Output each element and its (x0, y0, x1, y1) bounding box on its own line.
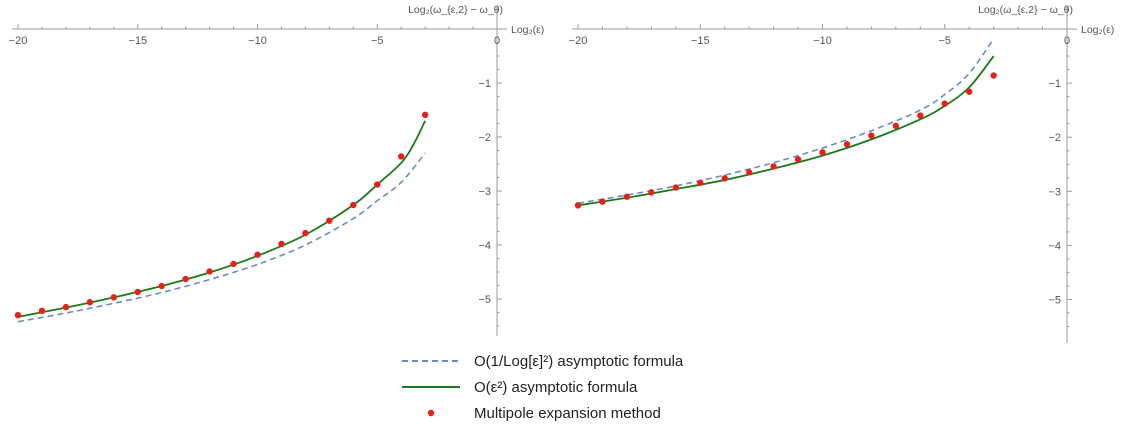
data-point (350, 201, 357, 209)
data-point (941, 100, 948, 107)
y-tick-label: −5 (1048, 295, 1061, 307)
legend-dashed-line-swatch (400, 351, 462, 371)
data-point (721, 175, 728, 182)
chart-panel-left: −20 −15 −10 −5 0 −1 −2 −3 −4 −5 Log₂(ε) Log₂(ω_{ε,2… (9, 4, 544, 336)
data-point (230, 260, 237, 268)
x-tick-label: −15 (128, 35, 147, 47)
data-point (843, 141, 851, 148)
data-point (374, 181, 381, 188)
x-tick-label: −10 (248, 35, 267, 47)
data-point (398, 153, 405, 160)
data-point (990, 72, 997, 79)
x-tick-label: 0 (494, 35, 500, 47)
x-axis-title: Log₂(ε) (1081, 24, 1114, 36)
legend-label-dots: Multipole expansion method (474, 404, 661, 422)
series-line-solid (577, 55, 995, 207)
legend-item-solid: O(ε²) asymptotic formula (400, 374, 820, 400)
y-tick-label: −3 (478, 186, 491, 198)
data-point (917, 112, 924, 119)
data-point (158, 282, 165, 290)
data-point (86, 299, 94, 306)
data-point (182, 275, 189, 283)
data-point (794, 156, 802, 163)
data-point (770, 163, 777, 170)
series-line-dashed (577, 38, 995, 204)
x-axis-title: Log₂(ε) (511, 24, 544, 36)
y-tick-label: −3 (1048, 186, 1061, 198)
data-point (254, 251, 261, 258)
data-point (14, 312, 22, 319)
data-point (206, 268, 213, 275)
x-tick-label: −15 (691, 35, 710, 47)
x-tick-label: −5 (938, 35, 951, 47)
legend: O(1/Log[ε]²) asymptotic formula O(ε²) as… (400, 348, 820, 426)
data-point (326, 217, 333, 224)
y-axis-title: Log₂(ω_{ε,2} − ω_θ) (978, 4, 1073, 16)
legend-label-dashed: O(1/Log[ε]²) asymptotic formula (474, 352, 684, 370)
y-tick-label: −1 (478, 78, 491, 90)
y-axis-title: Log₂(ω_{ε,2} − ω_θ) (408, 4, 503, 16)
legend-label-solid: O(ε²) asymptotic formula (474, 378, 638, 396)
data-point (110, 294, 118, 301)
legend-dot-swatch (400, 403, 462, 423)
data-point (966, 88, 973, 95)
chart-panel-right: −20 −15 −10 −5 0 −1 −2 −3 −4 −5 Log₂(ε) Log₂(ω_{ε,2… (569, 4, 1114, 343)
x-tick-label: 0 (1064, 35, 1070, 47)
data-point (868, 132, 875, 139)
data-point (623, 193, 631, 200)
x-tick-label: −5 (371, 35, 384, 47)
data-point (672, 184, 679, 191)
x-tick-label: −10 (813, 35, 832, 47)
data-point (421, 111, 429, 119)
data-point (697, 179, 704, 186)
y-tick-label: −4 (1048, 240, 1061, 252)
data-point (892, 122, 900, 130)
series-line-solid (17, 120, 426, 318)
y-tick-label: −1 (1048, 78, 1061, 90)
series-line-dashed (17, 152, 426, 323)
data-point (599, 198, 606, 205)
legend-solid-line-swatch (400, 377, 462, 397)
data-point (134, 288, 141, 296)
y-tick-label: −5 (478, 294, 491, 306)
data-point (302, 229, 309, 237)
x-tick-label: −20 (9, 35, 28, 47)
y-tick-label: −2 (478, 132, 491, 144)
data-point (574, 202, 582, 209)
y-tick-label: −2 (1048, 132, 1061, 144)
y-tick-label: −4 (478, 240, 491, 252)
data-point (278, 240, 285, 248)
x-tick-label: −20 (569, 35, 588, 47)
data-point (62, 303, 70, 311)
legend-item-dots: Multipole expansion method (400, 400, 820, 426)
data-point (648, 189, 655, 196)
data-point (819, 149, 826, 156)
data-point (745, 169, 753, 176)
data-point (38, 307, 46, 315)
legend-item-dashed: O(1/Log[ε]²) asymptotic formula (400, 348, 820, 374)
